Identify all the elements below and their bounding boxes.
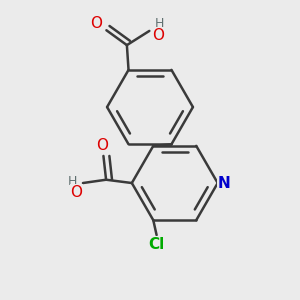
Text: N: N	[217, 176, 230, 190]
Text: O: O	[152, 28, 164, 43]
Text: H: H	[154, 17, 164, 30]
Text: Cl: Cl	[148, 237, 165, 252]
Text: H: H	[68, 175, 77, 188]
Text: O: O	[96, 138, 108, 153]
Text: O: O	[91, 16, 103, 31]
Text: O: O	[70, 185, 83, 200]
